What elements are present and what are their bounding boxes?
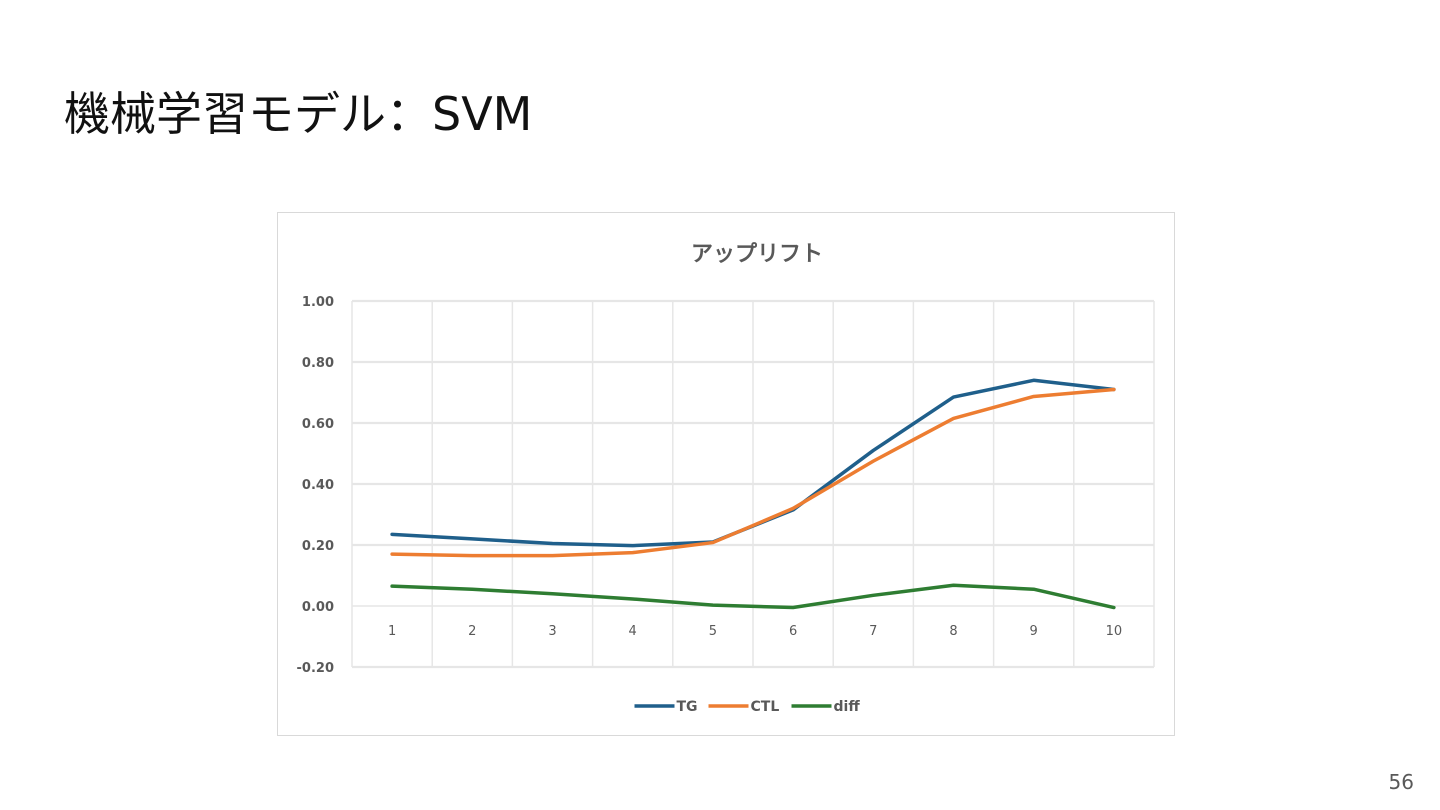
- y-tick-label: 0.20: [302, 539, 334, 554]
- x-tick-label: 9: [1030, 624, 1038, 639]
- series-line-ctl: [390, 387, 1116, 558]
- y-tick-label: 0.40: [302, 478, 334, 493]
- x-tick-label: 2: [468, 624, 476, 639]
- legend-label-diff: diff: [834, 699, 861, 715]
- x-tick-label: 3: [548, 624, 556, 639]
- x-tick-label: 10: [1106, 624, 1123, 639]
- x-tick-label: 8: [949, 624, 957, 639]
- y-tick-label: 0.00: [302, 600, 334, 615]
- slide-title: 機械学習モデル：SVM: [64, 87, 533, 141]
- x-tick-label: 4: [629, 624, 637, 639]
- x-tick-label: 7: [869, 624, 877, 639]
- page-number: 56: [1388, 770, 1414, 794]
- chart-area: アップリフト 1.00 0.80 0.60 0.40 0.20 0.00 -0.20 1 2 3 4 5…: [277, 212, 1175, 736]
- uplift-line-chart: アップリフト 1.00 0.80 0.60 0.40 0.20 0.00 -0.20 1 2 3 4 5…: [297, 242, 1155, 715]
- y-tick-label: 1.00: [302, 295, 334, 310]
- legend-label-ctl: CTL: [751, 699, 780, 715]
- x-tick-label: 5: [709, 624, 717, 639]
- y-tick-label: 0.80: [302, 356, 334, 371]
- chart-title: アップリフト: [691, 242, 823, 267]
- x-tick-label: 6: [789, 624, 797, 639]
- legend-label-tg: TG: [677, 699, 698, 715]
- series-line-diff: [390, 583, 1116, 610]
- x-tick-label: 1: [388, 624, 396, 639]
- y-tick-label: -0.20: [297, 661, 334, 676]
- y-tick-label: 0.60: [302, 417, 334, 432]
